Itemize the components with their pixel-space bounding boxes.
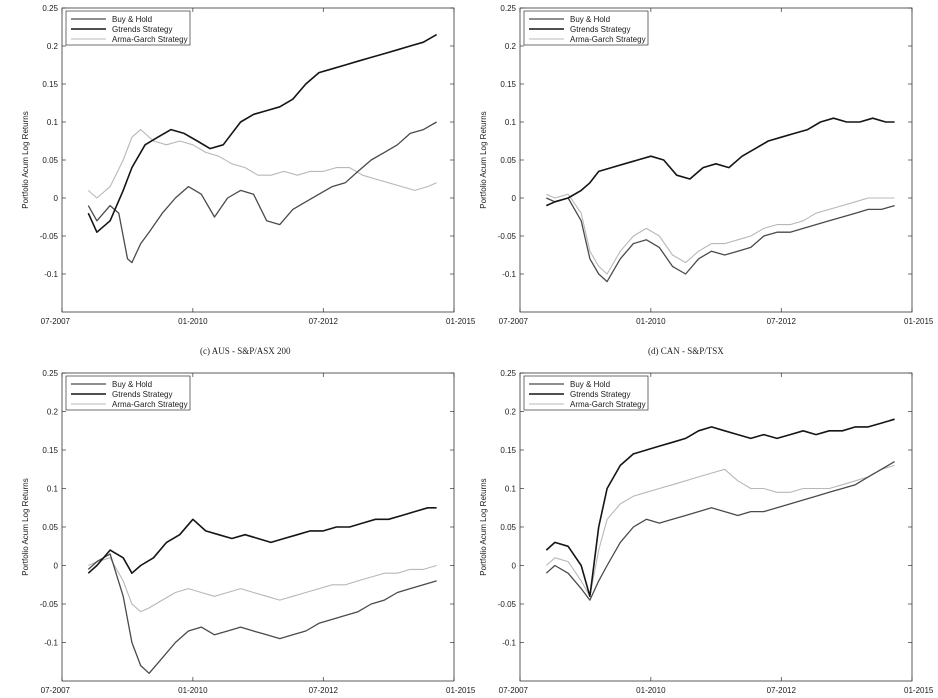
series-line-arma-garch [87,129,437,199]
legend-label: Gtrends Strategy [570,390,630,399]
y-tick-label: 0 [54,194,59,203]
y-axis-label: Portfolio Acum Log Returns [479,478,488,575]
legend-label: Arma-Garch Strategy [112,35,188,44]
legend-label: Arma-Garch Strategy [570,400,646,409]
y-tick-label: 0.1 [505,485,517,494]
x-tick-label: 07-2012 [767,317,797,326]
legend-label: Buy & Hold [570,15,610,24]
y-tick-label: 0 [54,562,59,571]
y-tick-label: -0.05 [40,232,59,241]
y-tick-label: 0 [512,194,517,203]
y-axis-label: Portfolio Acum Log Returns [21,478,30,575]
y-tick-label: -0.05 [498,232,517,241]
legend-label: Gtrends Strategy [112,390,172,399]
x-tick-label: 07-2007 [499,317,529,326]
y-axis-label: Portfolio Acum Log Returns [21,111,30,208]
x-tick-label: 07-2007 [499,686,529,695]
y-tick-label: -0.1 [502,270,516,279]
x-tick-label: 01-2010 [636,686,666,695]
y-tick-label: 0 [512,562,517,571]
caption-c: (c) AUS - S&P/ASX 200 [200,346,291,356]
y-tick-label: 0.2 [47,408,59,417]
y-tick-label: -0.1 [44,270,58,279]
x-tick-label: 07-2012 [309,686,339,695]
series-line-gtrends [87,507,437,574]
caption-d: (d) CAN - S&P/TSX [648,346,724,356]
y-axis-label: Portfolio Acum Log Returns [479,111,488,208]
legend-label: Gtrends Strategy [112,25,172,34]
legend-box [523,10,649,46]
y-tick-label: -0.05 [40,600,59,609]
y-tick-label: 0.05 [500,523,516,532]
series-line-gtrends [545,117,895,207]
series-line-buy-hold [546,197,895,283]
chart-bottom-left: -0.1 -0.05 0 0.05 0.1 0.15 0.2 0.25 07-2007 01-20… [21,369,476,695]
chart-bottom-right: -0.1 -0.05 0 0.05 0.1 0.15 0.2 0.25 07-2007 01-20… [479,369,934,695]
series-line-arma-garch [545,464,895,597]
x-tick-label: 01-2015 [446,686,476,695]
legend-label: Buy & Hold [570,380,610,389]
y-tick-label: 0.15 [500,446,516,455]
series-line-gtrends [545,418,895,598]
plot-frame [61,372,455,682]
x-tick-label: 01-2010 [178,686,208,695]
legend-label: Arma-Garch Strategy [570,35,646,44]
y-tick-label: 0.25 [42,369,58,378]
y-tick-label: 0.1 [47,118,59,127]
y-tick-label: 0.05 [500,156,516,165]
legend-box [65,10,191,46]
series-line-buy-hold [87,121,437,264]
y-tick-label: 0.2 [47,42,59,51]
chart-top-right: -0.1 -0.05 0 0.05 0.1 0.15 0.2 0.25 07-2007 01-20… [479,4,934,326]
x-tick-label: 01-2015 [446,317,476,326]
y-tick-label: 0.05 [42,156,58,165]
y-tick-label: 0.25 [500,4,516,13]
x-tick-label: 07-2012 [767,686,797,695]
x-tick-label: 07-2007 [41,317,71,326]
x-tick-label: 07-2007 [41,686,71,695]
x-tick-label: 01-2010 [636,317,666,326]
series-line-gtrends [87,33,437,233]
legend-label: Buy & Hold [112,15,152,24]
plot-frame [519,7,913,313]
y-tick-label: -0.1 [44,639,58,648]
y-tick-label: 0.15 [42,446,58,455]
series-line-arma-garch [88,557,437,613]
x-tick-label: 01-2015 [904,317,934,326]
y-tick-label: -0.1 [502,639,516,648]
plot-frame [519,372,913,682]
x-tick-label: 01-2015 [904,686,934,695]
x-tick-label: 01-2010 [178,317,208,326]
y-tick-label: 0.1 [505,118,517,127]
y-tick-label: -0.05 [498,600,517,609]
y-tick-label: 0.1 [47,485,59,494]
series-line-buy-hold [545,461,895,601]
legend-label: Buy & Hold [112,380,152,389]
series-line-arma-garch [546,193,895,275]
x-tick-label: 07-2012 [309,317,339,326]
y-tick-label: 0.2 [505,42,517,51]
legend-label: Gtrends Strategy [570,25,630,34]
y-tick-label: 0.15 [42,80,58,89]
legend-label: Arma-Garch Strategy [112,400,188,409]
y-tick-label: 0.25 [42,4,58,13]
chart-top-left: -0.1 -0.05 0 0.05 0.1 0.15 0.2 0.25 07-2007 01-20… [21,4,476,326]
y-tick-label: 0.05 [42,523,58,532]
y-tick-label: 0.25 [500,369,516,378]
plot-frame [61,7,455,313]
series-line-buy-hold [87,553,437,674]
y-tick-label: 0.2 [505,408,517,417]
y-tick-label: 0.15 [500,80,516,89]
